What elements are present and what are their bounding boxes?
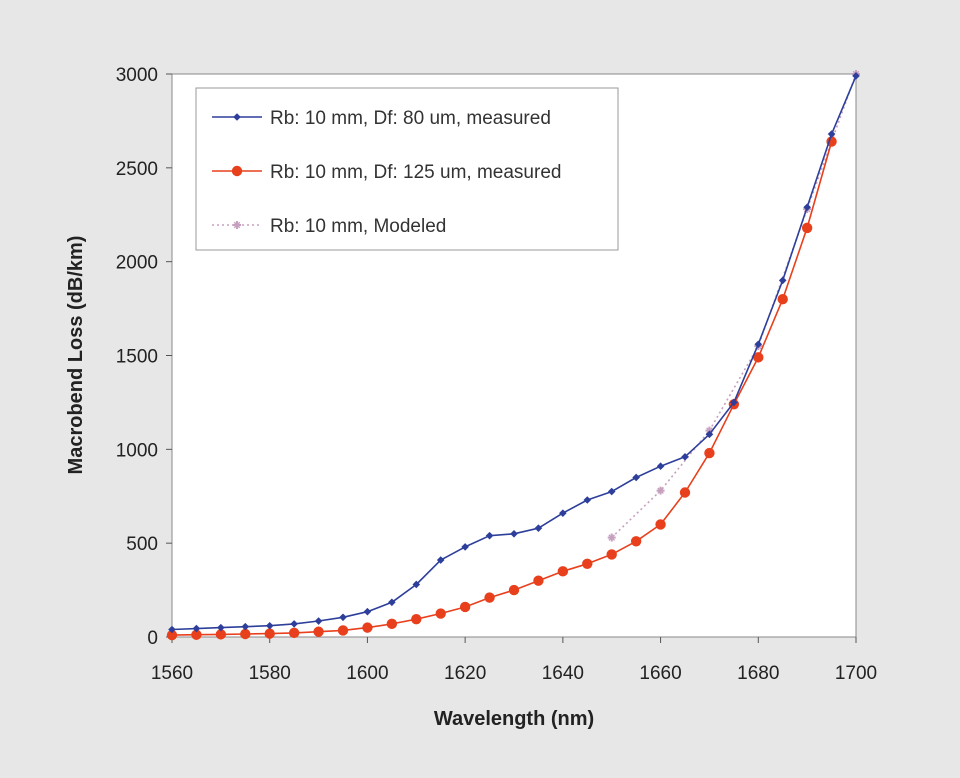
data-point — [656, 486, 665, 495]
data-point — [777, 294, 788, 305]
data-point — [363, 607, 372, 616]
data-point — [388, 598, 396, 607]
data-point — [704, 447, 715, 459]
data-point — [679, 487, 691, 498]
data-point — [681, 453, 689, 461]
legend: Rb: 10 mm, Df: 80 um, measured Rb: 10 mm,… — [195, 87, 619, 251]
data-point — [656, 462, 665, 471]
y-tick-label: 1500 — [116, 347, 158, 368]
data-point — [313, 626, 324, 637]
series-line — [611, 73, 857, 539]
data-point — [705, 430, 714, 439]
data-point — [583, 496, 592, 504]
x-tick-label: 1680 — [737, 663, 779, 684]
data-point — [314, 617, 323, 625]
data-point — [485, 531, 494, 540]
data-point — [215, 629, 227, 640]
data-point — [484, 592, 495, 603]
data-point — [192, 624, 201, 633]
y-tick-label: 3000 — [116, 65, 158, 86]
series-line — [171, 141, 833, 636]
y-tick-label: 2500 — [116, 159, 158, 180]
data-point — [362, 622, 373, 633]
legend-entry-2: Rb: 10 mm, Df: 125 um, measured — [212, 162, 561, 183]
x-tick-label: 1620 — [444, 663, 486, 684]
series-layer — [166, 70, 860, 641]
x-tick-label: 1560 — [151, 663, 193, 684]
series-2 — [166, 136, 837, 641]
x-tick-label: 1640 — [542, 663, 584, 684]
x-tick-label: 1600 — [346, 663, 388, 684]
data-point — [217, 623, 225, 632]
data-point — [412, 580, 421, 589]
data-point — [240, 628, 251, 640]
star-stroke — [608, 534, 616, 541]
data-point — [265, 621, 274, 630]
data-point — [753, 352, 764, 363]
x-tick-label: 1580 — [249, 663, 291, 684]
data-point — [264, 628, 275, 639]
y-tick-label: 500 — [126, 534, 158, 555]
data-point — [655, 519, 666, 530]
data-point — [510, 529, 518, 538]
x-axis-title: Wavelength (nm) — [434, 708, 594, 730]
legend-entry-3: Rb: 10 mm, Modeled — [212, 216, 446, 237]
axes: 0 500 1000 1500 2000 2500 3000 1560 1580 1600 1620… — [116, 65, 877, 684]
x-tick-label: 1660 — [639, 663, 681, 684]
data-point — [801, 222, 813, 234]
star-stroke — [233, 221, 241, 229]
legend-box — [195, 87, 619, 251]
data-point — [435, 608, 446, 619]
data-point — [461, 543, 469, 551]
data-point — [290, 620, 298, 628]
data-point — [288, 627, 300, 639]
data-point — [827, 130, 836, 138]
data-point — [557, 566, 569, 577]
data-point — [534, 524, 543, 532]
legend-marker — [233, 113, 241, 121]
data-point — [607, 487, 616, 496]
data-point — [606, 549, 617, 560]
data-point — [191, 629, 202, 640]
data-point — [754, 340, 763, 349]
legend-entry-1: Rb: 10 mm, Df: 80 um, measured — [212, 108, 551, 129]
y-tick-label: 0 — [147, 628, 158, 649]
x-tick-label: 1700 — [835, 663, 877, 684]
data-point — [803, 203, 811, 212]
data-point — [582, 558, 593, 570]
legend-marker — [231, 165, 243, 177]
data-point — [559, 509, 567, 517]
data-point — [337, 625, 349, 636]
data-point — [459, 601, 471, 613]
data-point — [852, 72, 860, 80]
data-point — [632, 473, 640, 482]
series-1 — [168, 72, 860, 634]
data-point — [436, 556, 445, 564]
data-point — [730, 398, 738, 407]
y-tick-label: 2000 — [116, 253, 158, 274]
data-point — [508, 584, 520, 596]
data-point — [339, 613, 347, 622]
data-point — [778, 276, 787, 285]
legend-marker — [233, 221, 241, 229]
y-tick-label: 1000 — [116, 440, 158, 461]
data-point — [241, 622, 250, 631]
legend-label: Rb: 10 mm, Modeled — [270, 216, 446, 237]
data-point — [607, 533, 616, 542]
legend-label: Rb: 10 mm, Df: 125 um, measured — [270, 162, 561, 183]
data-point — [411, 613, 422, 625]
data-point — [533, 575, 544, 586]
legend-label: Rb: 10 mm, Df: 80 um, measured — [270, 108, 551, 129]
star-stroke — [657, 487, 664, 494]
data-point — [168, 625, 176, 634]
data-point — [386, 618, 398, 630]
y-axis-title: Macrobend Loss (dB/km) — [65, 236, 87, 475]
data-point — [166, 629, 178, 641]
data-point — [630, 536, 642, 547]
